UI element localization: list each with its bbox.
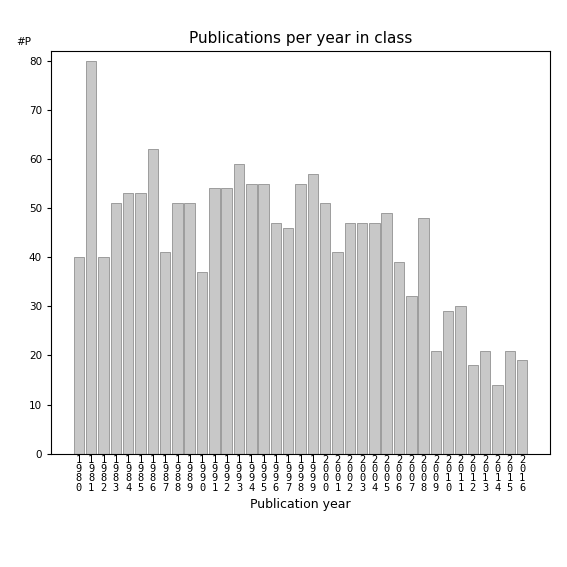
Bar [86, 61, 96, 454]
X-axis label: Publication year: Publication year [250, 498, 351, 511]
Bar [184, 203, 195, 454]
Bar [295, 184, 306, 454]
Bar [98, 257, 109, 454]
Bar [431, 350, 441, 454]
Bar [455, 306, 466, 454]
Text: #P: #P [16, 37, 31, 47]
Bar [270, 223, 281, 454]
Bar [283, 228, 294, 454]
Bar [74, 257, 84, 454]
Bar [382, 213, 392, 454]
Bar [406, 297, 417, 454]
Bar [246, 184, 256, 454]
Bar [172, 203, 183, 454]
Bar [259, 184, 269, 454]
Bar [234, 164, 244, 454]
Bar [332, 252, 342, 454]
Bar [111, 203, 121, 454]
Bar [505, 350, 515, 454]
Bar [418, 218, 429, 454]
Bar [517, 360, 527, 454]
Bar [320, 203, 331, 454]
Bar [123, 193, 133, 454]
Bar [468, 365, 478, 454]
Bar [307, 174, 318, 454]
Bar [345, 223, 355, 454]
Bar [393, 262, 404, 454]
Title: Publications per year in class: Publications per year in class [189, 31, 412, 46]
Bar [357, 223, 367, 454]
Bar [222, 188, 232, 454]
Bar [147, 149, 158, 454]
Bar [443, 311, 454, 454]
Bar [492, 385, 503, 454]
Bar [369, 223, 379, 454]
Bar [197, 272, 208, 454]
Bar [160, 252, 170, 454]
Bar [136, 193, 146, 454]
Bar [480, 350, 490, 454]
Bar [209, 188, 219, 454]
